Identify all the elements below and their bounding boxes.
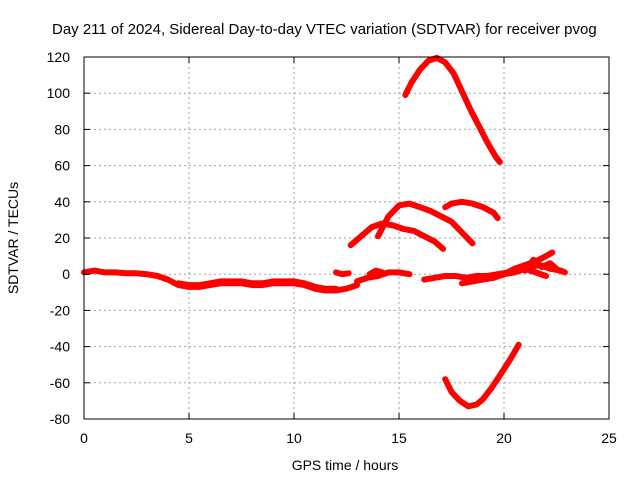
grid-lines <box>84 57 609 419</box>
x-tick-label: 20 <box>496 430 512 446</box>
series-short-arc-12h <box>333 269 352 278</box>
y-tick-label: 0 <box>62 266 70 282</box>
series-scatter-late <box>522 256 562 274</box>
series-arc-trough-73 <box>442 341 522 410</box>
x-tick-label: 5 <box>185 430 193 446</box>
y-tick-label: -60 <box>50 375 70 391</box>
x-tick-label: 25 <box>601 430 617 446</box>
y-tick-label: 40 <box>54 194 70 210</box>
y-tick-label: 120 <box>47 49 71 65</box>
series-arc-peak-40 <box>375 200 476 247</box>
y-tick-label: -20 <box>50 302 70 318</box>
y-axis-label: SDTVAR / TECUs <box>5 182 21 294</box>
series-baseline-b <box>175 278 339 292</box>
x-tick-label: 10 <box>286 430 302 446</box>
axis-ticks: 0 5 10 15 20 25 -80 -60 -40 -20 0 20 40 60 80 100 120 <box>47 49 617 446</box>
x-tick-label: 0 <box>80 430 88 446</box>
x-axis-label: GPS time / hours <box>292 457 399 473</box>
series-arc-peak-28 <box>347 220 447 252</box>
series-bump-14h <box>366 267 386 278</box>
y-tick-label: 20 <box>54 230 70 246</box>
x-tick-label: 15 <box>391 430 407 446</box>
series-rising-late <box>490 249 556 281</box>
y-tick-label: 60 <box>54 158 70 174</box>
y-tick-label: 80 <box>54 121 70 137</box>
data-series <box>81 54 568 410</box>
series-arc-peak-40-late <box>442 198 501 222</box>
y-tick-label: 100 <box>47 85 71 101</box>
chart-title: Day 211 of 2024, Sidereal Day-to-day VTE… <box>52 21 597 38</box>
y-tick-label: -80 <box>50 411 70 427</box>
series-arc-peak-119 <box>402 54 503 165</box>
y-tick-label: -40 <box>50 339 70 355</box>
